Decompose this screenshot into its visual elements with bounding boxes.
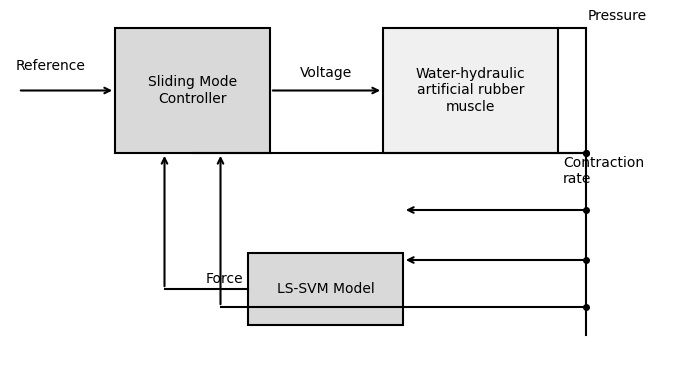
Bar — [383, 28, 558, 153]
Bar — [248, 253, 403, 325]
Text: Contraction
rate: Contraction rate — [563, 156, 644, 186]
Bar — [115, 28, 270, 153]
Text: Voltage: Voltage — [300, 67, 353, 80]
Text: Pressure: Pressure — [588, 9, 647, 23]
Text: Force: Force — [206, 272, 243, 286]
Text: Water-hydraulic
artificial rubber
muscle: Water-hydraulic artificial rubber muscle — [415, 67, 526, 114]
Text: LS-SVM Model: LS-SVM Model — [277, 282, 374, 296]
Text: Sliding Mode
Controller: Sliding Mode Controller — [148, 76, 237, 106]
Text: Reference: Reference — [16, 58, 86, 73]
